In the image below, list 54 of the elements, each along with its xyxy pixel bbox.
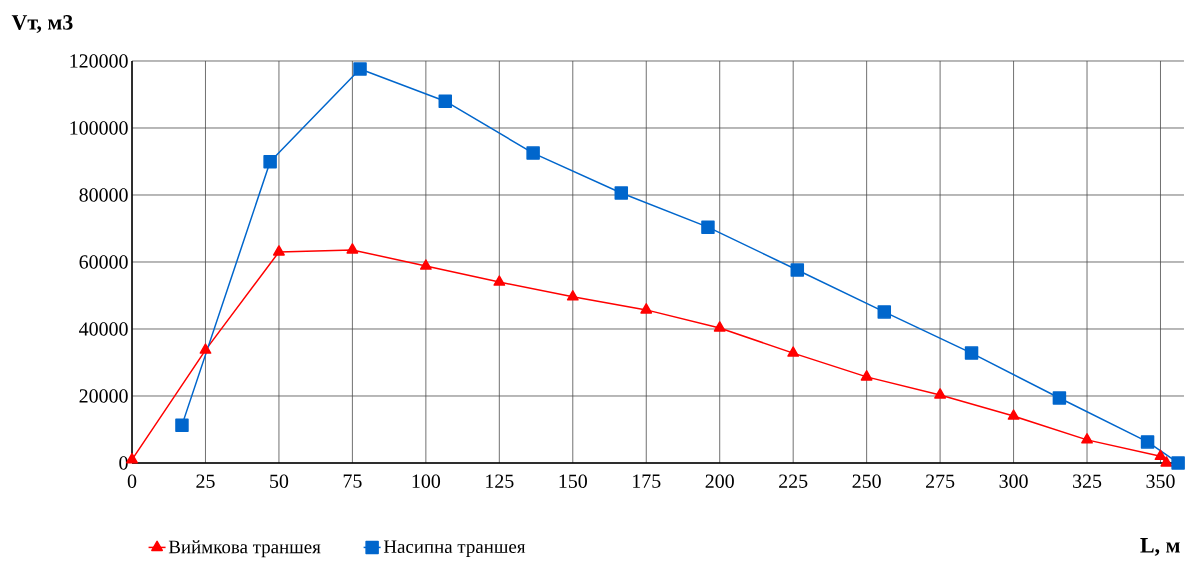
point bbox=[713, 321, 726, 332]
point bbox=[272, 245, 285, 256]
x-tick-label: 100 bbox=[412, 474, 441, 488]
y-tick-label: 120000 bbox=[70, 54, 128, 68]
x-tick-label: 325 bbox=[1073, 474, 1102, 488]
point bbox=[493, 275, 506, 286]
point bbox=[1140, 435, 1155, 449]
point bbox=[438, 94, 453, 108]
x-tick-label: 0 bbox=[127, 474, 137, 488]
x-axis-title: L, м bbox=[1140, 538, 1180, 556]
x-tick-label: 25 bbox=[196, 474, 215, 488]
x-tick-label: 300 bbox=[999, 474, 1028, 488]
y-tick-label: 20000 bbox=[79, 389, 128, 403]
x-tick-label: 275 bbox=[926, 474, 955, 488]
point bbox=[1052, 391, 1067, 405]
point bbox=[419, 259, 432, 270]
point bbox=[1154, 449, 1167, 461]
x-tick-label: 50 bbox=[270, 474, 289, 488]
point bbox=[346, 243, 359, 254]
x-tick-label: 250 bbox=[852, 474, 881, 488]
point bbox=[263, 155, 277, 169]
point bbox=[353, 62, 367, 76]
point bbox=[526, 146, 540, 160]
x-tick-label: 175 bbox=[633, 474, 661, 488]
point bbox=[175, 418, 189, 432]
point bbox=[1081, 433, 1093, 444]
point bbox=[860, 370, 873, 381]
y-tick-label: 100000 bbox=[70, 121, 128, 135]
legend-label: Насипна траншея bbox=[383, 540, 526, 557]
y-axis-title: Vт, м3 bbox=[11, 15, 73, 33]
point bbox=[1171, 456, 1185, 470]
point bbox=[934, 388, 947, 399]
y-tick-label: 0 bbox=[119, 456, 128, 470]
x-tick-label: 125 bbox=[486, 474, 514, 488]
point bbox=[790, 263, 805, 277]
point bbox=[877, 305, 892, 319]
x-tick-label: 150 bbox=[559, 474, 587, 488]
point bbox=[964, 346, 979, 360]
x-tick-label: 350 bbox=[1146, 474, 1175, 488]
x-tick-label: 75 bbox=[343, 474, 362, 488]
y-tick-label: 40000 bbox=[79, 322, 128, 336]
y-tick-label: 60000 bbox=[79, 255, 128, 269]
x-tick-label: 225 bbox=[779, 474, 808, 488]
y-tick-label: 80000 bbox=[79, 188, 128, 202]
x-tick-label: 200 bbox=[705, 474, 734, 488]
point bbox=[614, 186, 629, 200]
point bbox=[640, 303, 653, 314]
point bbox=[701, 220, 715, 234]
point bbox=[787, 346, 800, 357]
legend-label: Виймкова траншея bbox=[168, 540, 321, 558]
point bbox=[1160, 456, 1173, 467]
point bbox=[566, 290, 579, 301]
point bbox=[199, 343, 212, 354]
point bbox=[1007, 409, 1020, 420]
